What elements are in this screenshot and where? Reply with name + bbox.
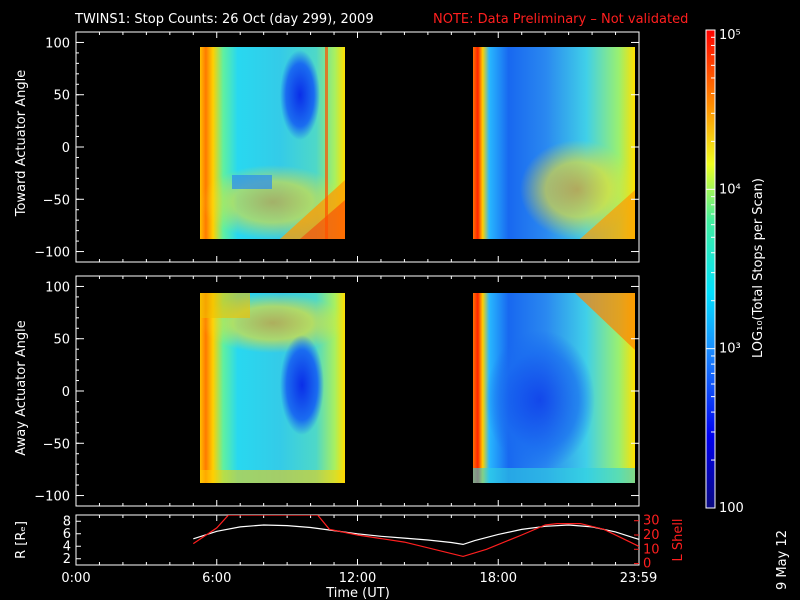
- y-tick-label-away: 100: [45, 280, 70, 295]
- x-tick-label: 23:59: [620, 571, 657, 586]
- date-stamp: 9 May 12: [775, 530, 790, 590]
- y-tick-label-away: −100: [34, 490, 70, 505]
- colorbar-tick-label: 10⁵: [719, 28, 741, 43]
- panel-toward-heatmap: [200, 47, 635, 239]
- x-tick-label: 6:00: [202, 571, 231, 586]
- lshell-y-tick-label: 0: [643, 557, 651, 572]
- y-tick-label-toward: −50: [43, 193, 70, 208]
- r-y-tick-label: 8: [63, 514, 71, 529]
- r-y-tick-label: 2: [63, 552, 71, 567]
- lshell-y-tick-label: 10: [643, 542, 660, 557]
- y-tick-label-away: −50: [43, 437, 70, 452]
- panel-frame-orbit: [75, 514, 640, 566]
- colorbar: [705, 29, 716, 509]
- toward-ylabel: Toward Actuator Angle: [14, 70, 29, 217]
- series-line-r: [193, 524, 639, 546]
- colorbar-tick-label: 10⁴: [719, 182, 741, 197]
- panel-away-heatmap: [200, 293, 635, 483]
- chart-title: TWINS1: Stop Counts: 26 Oct (day 299), 2…: [74, 12, 374, 27]
- colorbar-label: LOG₁₀(Total Stops per Scan): [751, 178, 766, 358]
- lshell-y-tick-label: 20: [643, 528, 660, 543]
- x-tick-label: 18:00: [480, 571, 517, 586]
- preliminary-note: NOTE: Data Preliminary – Not validated: [433, 12, 688, 27]
- x-axis-label: Time (UT): [325, 586, 390, 600]
- y-tick-label-toward: 100: [45, 36, 70, 51]
- r-y-tick-label: 6: [63, 527, 71, 542]
- r-y-tick-label: 4: [63, 539, 71, 554]
- r-ylabel: R [Rₑ]: [14, 521, 29, 559]
- y-tick-label-toward: 0: [62, 141, 70, 156]
- y-tick-label-toward: −100: [34, 246, 70, 261]
- lshell-ylabel: L Shell: [671, 518, 686, 561]
- away-ylabel: Away Actuator Angle: [14, 320, 29, 455]
- y-tick-label-away: 0: [62, 385, 70, 400]
- y-tick-label-away: 50: [53, 333, 70, 348]
- x-tick-label: 0:00: [61, 571, 90, 586]
- lshell-y-tick-label: 30: [643, 514, 660, 529]
- y-tick-label-toward: 50: [53, 89, 70, 104]
- series-line-l-shell: [192, 515, 639, 558]
- colorbar-tick-label: 100: [719, 501, 744, 516]
- colorbar-tick-label: 10³: [719, 342, 741, 357]
- x-tick-label: 12:00: [339, 571, 376, 586]
